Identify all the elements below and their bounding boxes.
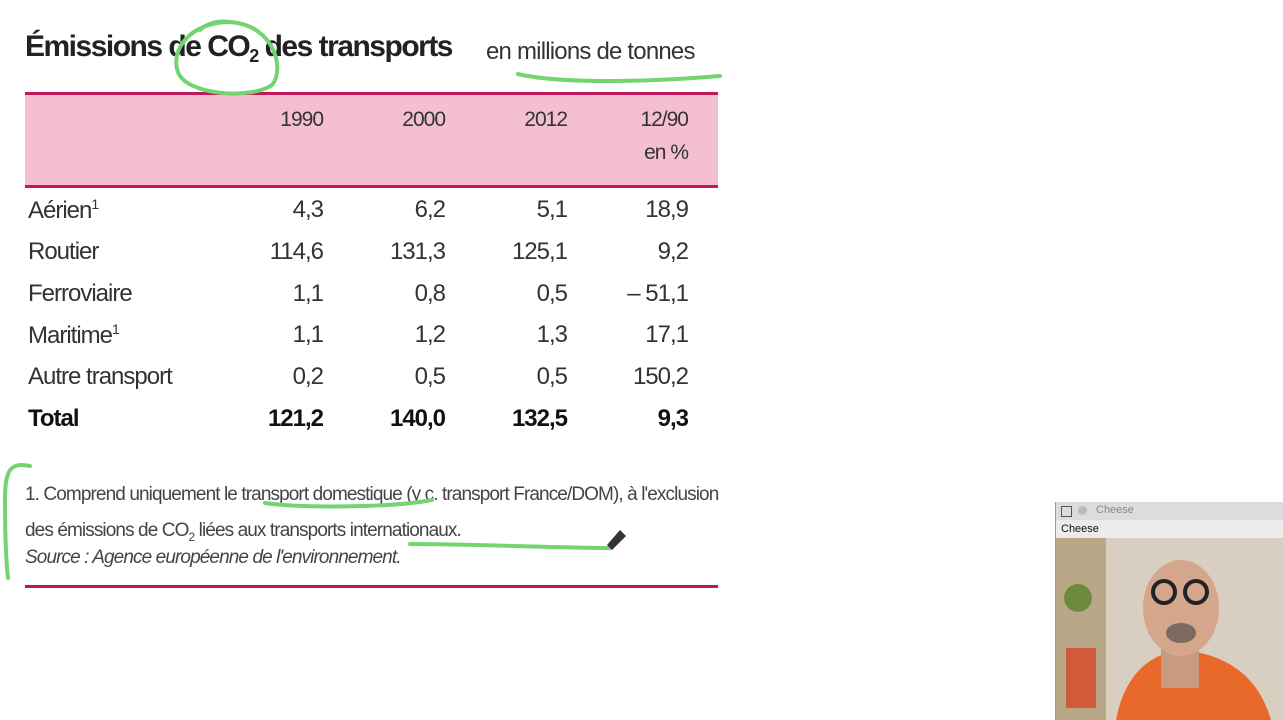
- table-cell: 125,1: [511, 237, 568, 265]
- webcam-image: [1056, 538, 1283, 720]
- table-cell: 150,2: [632, 363, 689, 391]
- table-cell: 18,9: [645, 196, 689, 223]
- row-label-text: Autre transport: [28, 363, 173, 391]
- row-label-text: Routier: [28, 237, 99, 265]
- column-header: 1990: [280, 108, 324, 131]
- underline-annotation: [408, 542, 612, 550]
- row-label: Ferroviaire: [28, 279, 133, 308]
- column-header: en %: [644, 141, 689, 164]
- circle-annotation: [174, 19, 280, 96]
- footnote: 1. Comprend uniquement le transport dome…: [25, 477, 720, 555]
- table-cell: 0,5: [536, 363, 568, 391]
- table-cell: 17,1: [645, 321, 689, 349]
- table-cell: 140,0: [389, 405, 446, 432]
- underline-annotation: [516, 72, 722, 83]
- row-label: Aérien1: [28, 196, 99, 225]
- table-cell: 6,2: [414, 196, 446, 223]
- row-label-text: Ferroviaire: [28, 279, 133, 307]
- title-rest: des transports: [257, 30, 454, 63]
- pen-cursor: [607, 530, 626, 550]
- footnote-text: 1. Comprend uniquement le transport dome…: [25, 484, 719, 541]
- table-cell: 114,6: [269, 237, 324, 265]
- column-header: 2012: [524, 108, 568, 131]
- window-titlebar: [1056, 502, 1283, 520]
- table-cell: 0,8: [414, 279, 446, 307]
- row-label-text: Maritime: [28, 322, 113, 350]
- note-marker: 1: [91, 196, 99, 212]
- window-title: Cheese: [1096, 504, 1134, 516]
- row-label-text: Total: [28, 405, 80, 432]
- bottom-rule: [25, 585, 718, 588]
- column-header: 2000: [402, 108, 446, 131]
- window-icon: [1061, 506, 1072, 517]
- row-label: Total: [28, 405, 80, 433]
- table-cell: 131,3: [389, 237, 446, 265]
- table-cell: 9,3: [657, 405, 689, 432]
- unit-label: en millions de tonnes: [486, 38, 695, 65]
- bracket-annotation: [2, 463, 32, 580]
- table-cell: – 51,1: [627, 279, 689, 307]
- table-cell: 5,1: [536, 196, 568, 223]
- column-header: 12/90: [640, 108, 689, 131]
- table-cell: 0,5: [414, 363, 446, 391]
- header-band: [25, 92, 718, 188]
- table-cell: 121,2: [267, 405, 324, 432]
- window-menu[interactable]: Cheese: [1061, 523, 1099, 535]
- footnote-text-end: liées aux transports internationaux.: [194, 520, 462, 541]
- table-cell: 1,2: [414, 321, 446, 349]
- title-text: Émissions de CO: [25, 30, 251, 63]
- table-cell: 1,3: [536, 321, 568, 349]
- note-marker: 1: [112, 321, 120, 338]
- table-cell: 0,2: [292, 363, 324, 391]
- table-cell: 1,1: [292, 321, 324, 349]
- title-subscript: 2: [249, 46, 259, 66]
- row-label: Routier: [28, 237, 99, 266]
- table-cell: 0,5: [536, 279, 568, 307]
- window-button[interactable]: [1078, 506, 1087, 515]
- source: Source : Agence européenne de l'environn…: [25, 547, 401, 568]
- table-title: Émissions de CO2 des transports: [25, 30, 454, 67]
- footnote-subscript: 2: [188, 529, 195, 544]
- row-label: Maritime1: [28, 321, 120, 350]
- row-label-text: Aérien: [28, 197, 92, 224]
- table-cell: 9,2: [657, 237, 689, 265]
- table-cell: 4,3: [292, 196, 324, 223]
- webcam-window: Cheese Cheese: [1055, 502, 1283, 720]
- table-cell: 1,1: [292, 279, 324, 307]
- underline-annotation: [263, 498, 434, 509]
- row-label: Autre transport: [28, 363, 173, 391]
- table-cell: 132,5: [511, 405, 568, 432]
